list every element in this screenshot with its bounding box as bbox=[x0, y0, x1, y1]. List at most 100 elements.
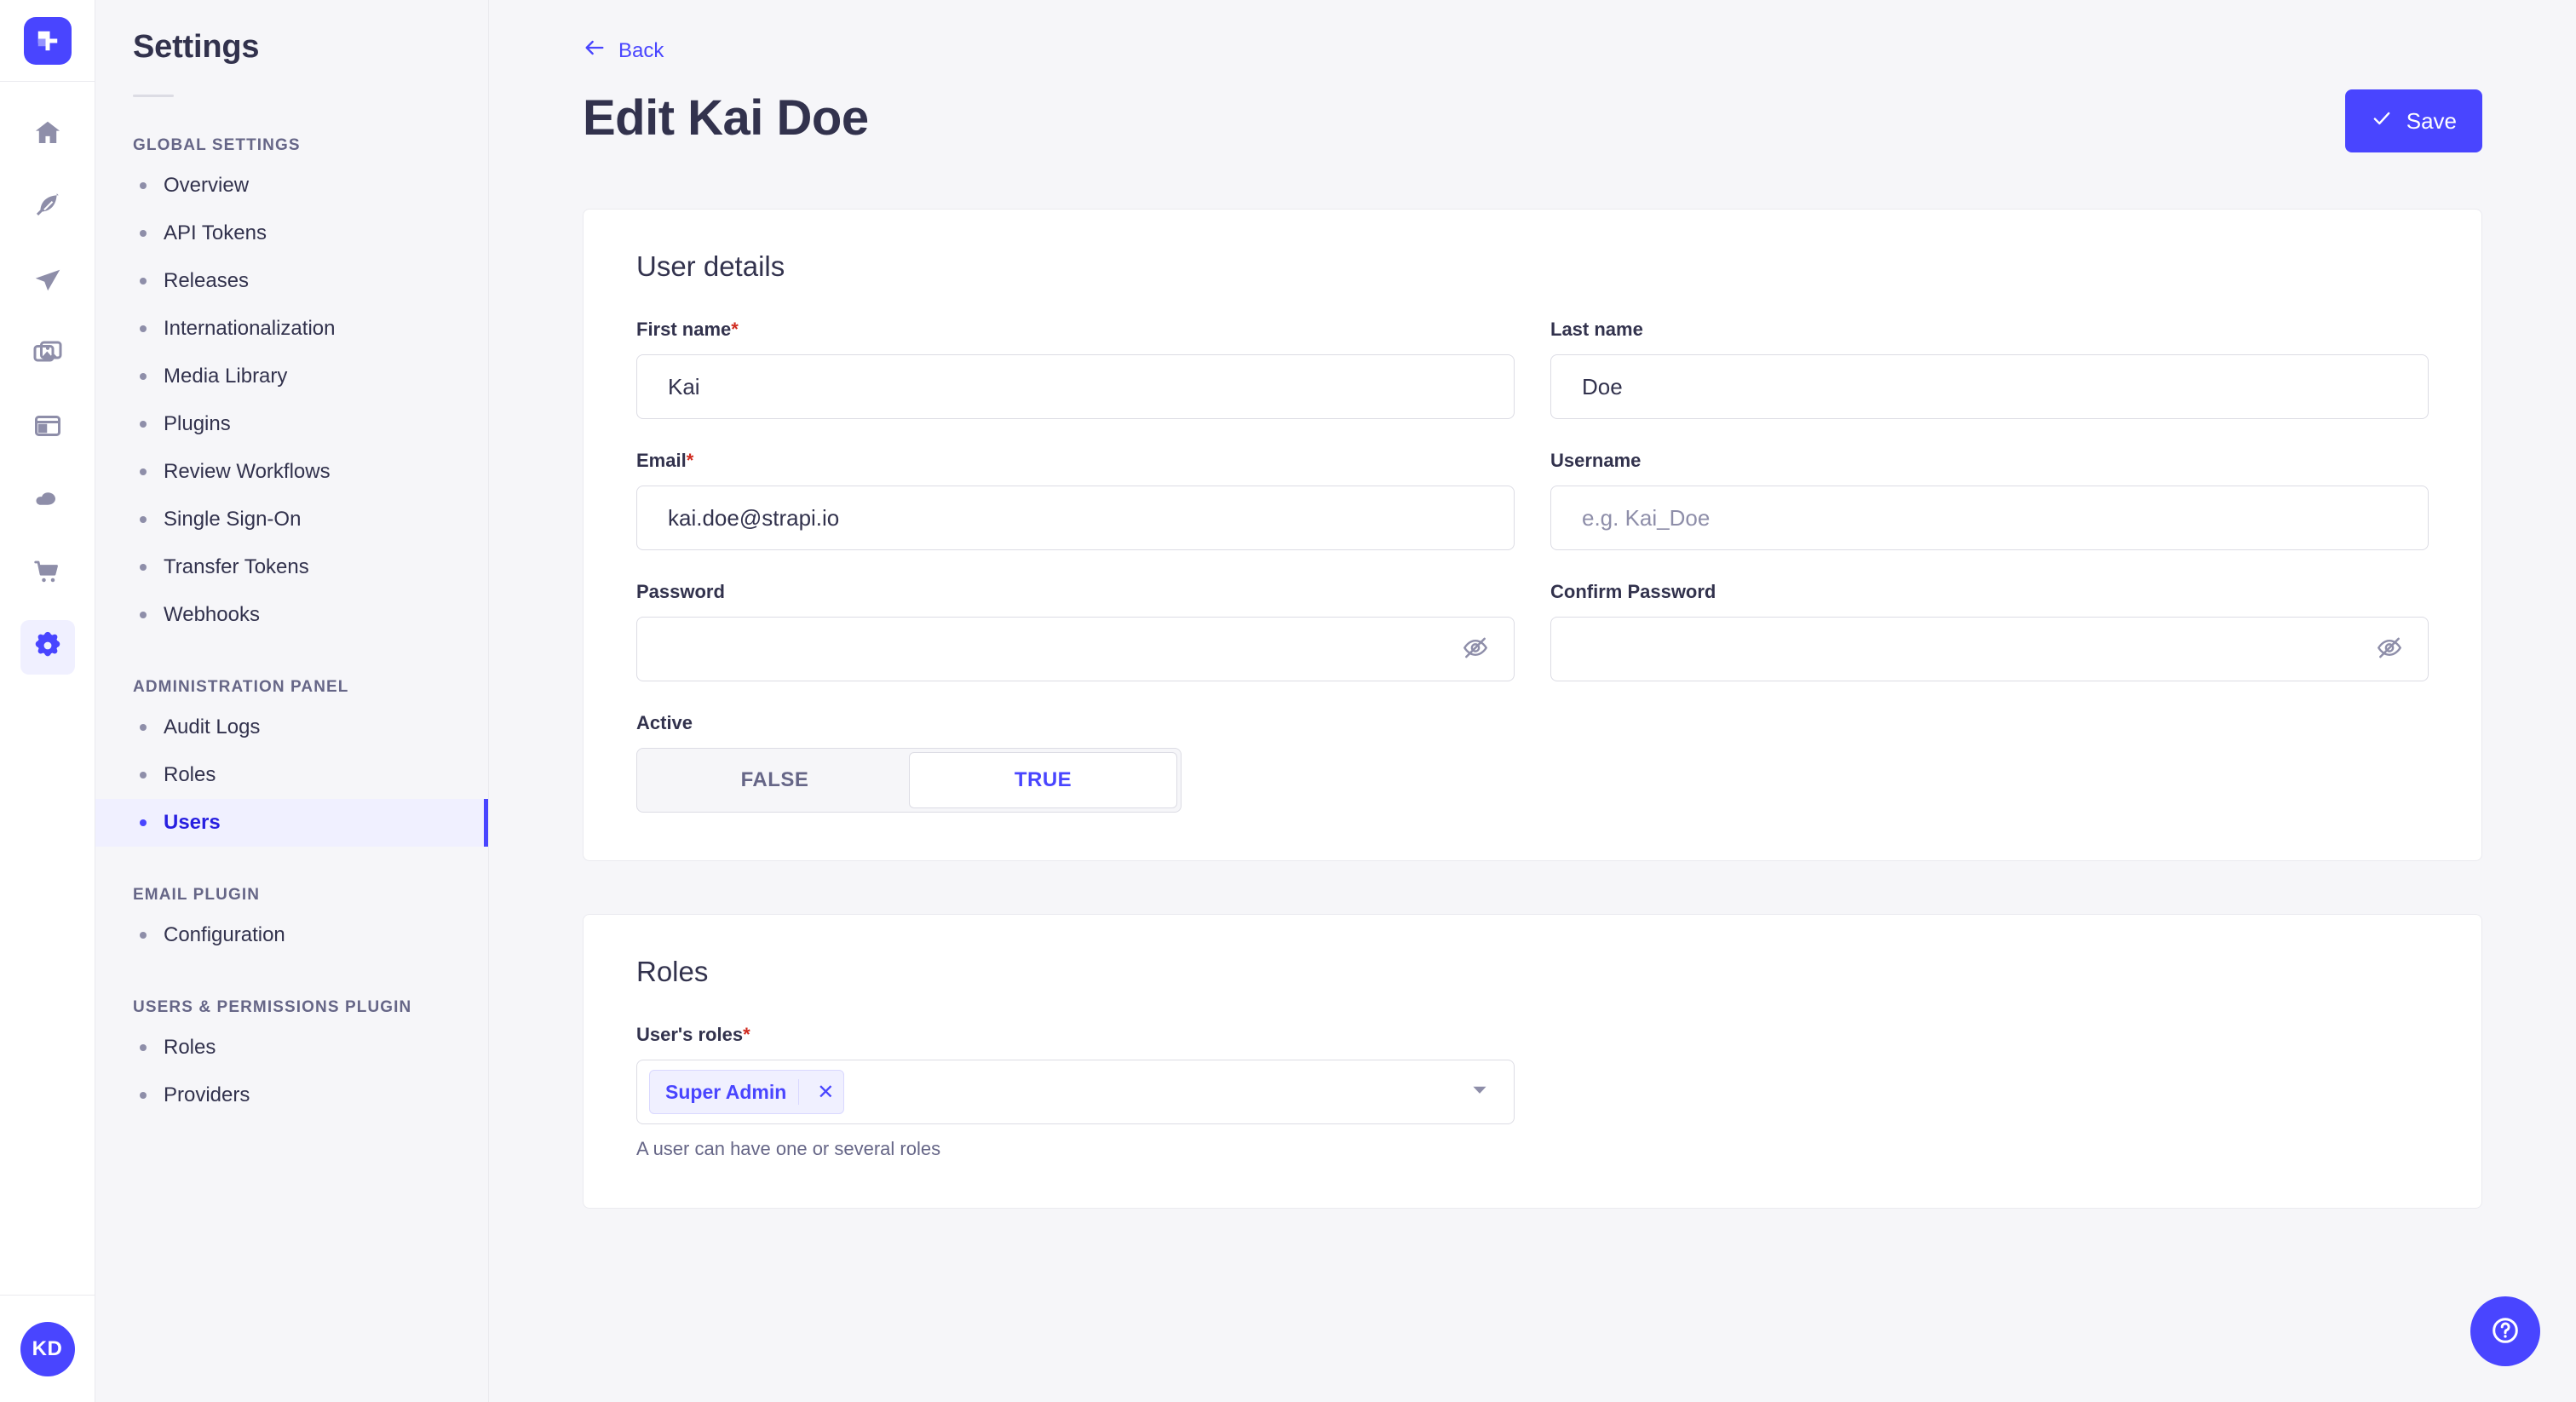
sidebar-item-label: Internationalization bbox=[164, 317, 336, 340]
sidebar-item-roles-admin[interactable]: Roles bbox=[95, 751, 488, 799]
bullet-icon bbox=[140, 1044, 147, 1051]
email-input-wrap bbox=[636, 486, 1515, 550]
first-name-input-wrap bbox=[636, 354, 1515, 419]
sidebar-item-media-library[interactable]: Media Library bbox=[95, 353, 488, 400]
sidebar-item-transfer-tokens[interactable]: Transfer Tokens bbox=[95, 543, 488, 591]
rail-item-content-type-builder[interactable] bbox=[20, 400, 75, 455]
bullet-icon bbox=[140, 230, 147, 237]
nav-list-email-plugin: Configuration bbox=[95, 911, 488, 959]
sidebar-item-overview[interactable]: Overview bbox=[95, 162, 488, 210]
rail-item-marketplace[interactable] bbox=[20, 547, 75, 601]
active-toggle-group: FALSE TRUE bbox=[636, 748, 1182, 813]
bullet-icon bbox=[140, 182, 147, 189]
paper-plane-icon bbox=[32, 264, 63, 299]
sidebar-item-audit-logs[interactable]: Audit Logs bbox=[95, 704, 488, 751]
sidebar-item-label: Media Library bbox=[164, 365, 288, 388]
users-roles-hint: A user can have one or several roles bbox=[636, 1138, 941, 1159]
users-roles-multiselect[interactable]: Super Admin ✕ bbox=[636, 1060, 1515, 1124]
rail-item-media-library[interactable] bbox=[20, 327, 75, 382]
strapi-logo-icon[interactable] bbox=[23, 16, 72, 65]
user-details-grid: First name* Last name Email* bbox=[636, 319, 2429, 681]
sidebar-item-label: Single Sign-On bbox=[164, 508, 302, 531]
close-icon[interactable]: ✕ bbox=[817, 1080, 835, 1104]
rail-footer: KD bbox=[0, 1295, 95, 1402]
sidebar-item-providers[interactable]: Providers bbox=[95, 1072, 488, 1119]
sidebar-item-configuration[interactable]: Configuration bbox=[95, 911, 488, 959]
bullet-icon bbox=[140, 1092, 147, 1099]
sidebar-item-internationalization[interactable]: Internationalization bbox=[95, 305, 488, 353]
sidebar-item-label: Configuration bbox=[164, 923, 285, 946]
active-label: Active bbox=[636, 712, 693, 733]
save-button[interactable]: Save bbox=[2344, 89, 2482, 152]
confirm-password-visibility-toggle-button[interactable] bbox=[2376, 635, 2403, 664]
rail-item-settings[interactable] bbox=[20, 620, 75, 675]
required-asterisk: * bbox=[686, 450, 694, 471]
nav-list-global: Overview API Tokens Releases Internation… bbox=[95, 162, 488, 639]
field-email: Email* bbox=[636, 450, 1515, 550]
arrow-left-icon bbox=[583, 36, 607, 66]
sidebar-item-label: Roles bbox=[164, 1036, 216, 1059]
sidebar-item-webhooks[interactable]: Webhooks bbox=[95, 591, 488, 639]
bullet-icon bbox=[140, 724, 147, 731]
rail-item-content-manager[interactable] bbox=[20, 181, 75, 235]
subnav-title: Settings bbox=[133, 29, 260, 65]
password-input[interactable] bbox=[636, 617, 1515, 681]
last-name-input[interactable] bbox=[1550, 354, 2429, 419]
confirm-password-label: Confirm Password bbox=[1550, 581, 1716, 602]
password-visibility-toggle-button[interactable] bbox=[1462, 635, 1489, 664]
rail-item-list bbox=[20, 107, 75, 675]
eye-off-icon bbox=[2376, 635, 2403, 664]
nav-section-heading-email-plugin: EMAIL PLUGIN bbox=[133, 886, 261, 904]
bullet-icon bbox=[140, 373, 147, 380]
sidebar-item-releases[interactable]: Releases bbox=[95, 257, 488, 305]
nav-section-heading-administration: ADMINISTRATION PANEL bbox=[133, 678, 349, 696]
main-icon-rail: KD bbox=[0, 0, 95, 1402]
title-row: Edit Kai Doe Save bbox=[583, 89, 2482, 152]
required-asterisk: * bbox=[731, 319, 739, 340]
cloud-icon bbox=[32, 484, 63, 519]
username-input-wrap bbox=[1550, 486, 2429, 550]
sidebar-item-api-tokens[interactable]: API Tokens bbox=[95, 210, 488, 257]
confirm-password-input-wrap bbox=[1550, 617, 2429, 681]
field-first-name: First name* bbox=[636, 319, 1515, 419]
username-label: Username bbox=[1550, 450, 1642, 471]
active-toggle-false[interactable]: FALSE bbox=[641, 752, 909, 808]
active-toggle-true[interactable]: TRUE bbox=[909, 752, 1177, 808]
bullet-icon bbox=[140, 325, 147, 332]
user-details-title: User details bbox=[636, 250, 785, 282]
sidebar-item-plugins[interactable]: Plugins bbox=[95, 400, 488, 448]
field-username: Username bbox=[1550, 450, 2429, 550]
field-active: Active FALSE TRUE bbox=[636, 712, 2429, 813]
email-input[interactable] bbox=[636, 486, 1515, 550]
sidebar-item-review-workflows[interactable]: Review Workflows bbox=[95, 448, 488, 496]
confirm-password-input[interactable] bbox=[1550, 617, 2429, 681]
question-mark-icon bbox=[2489, 1314, 2521, 1349]
password-label: Password bbox=[636, 581, 725, 602]
home-icon bbox=[32, 118, 63, 152]
avatar[interactable]: KD bbox=[20, 1321, 75, 1376]
rail-item-cloud[interactable] bbox=[20, 474, 75, 528]
sidebar-item-label: Roles bbox=[164, 763, 216, 786]
bullet-icon bbox=[140, 421, 147, 428]
save-button-label: Save bbox=[2406, 107, 2457, 134]
role-tag: Super Admin ✕ bbox=[649, 1070, 845, 1114]
eye-off-icon bbox=[1462, 635, 1489, 664]
help-button[interactable] bbox=[2470, 1296, 2540, 1366]
bullet-icon bbox=[140, 819, 147, 826]
back-button[interactable]: Back bbox=[583, 36, 664, 66]
sidebar-item-roles-users-permissions[interactable]: Roles bbox=[95, 1024, 488, 1072]
sidebar-item-label: Review Workflows bbox=[164, 460, 331, 483]
nav-list-users-permissions: Roles Providers bbox=[95, 1024, 488, 1119]
sidebar-item-single-sign-on[interactable]: Single Sign-On bbox=[95, 496, 488, 543]
username-input[interactable] bbox=[1550, 486, 2429, 550]
first-name-input[interactable] bbox=[636, 354, 1515, 419]
rail-item-home[interactable] bbox=[20, 107, 75, 162]
last-name-label: Last name bbox=[1550, 319, 1643, 340]
main-content: Back Edit Kai Doe Save User details Firs… bbox=[489, 0, 2576, 1402]
sidebar-item-users[interactable]: Users bbox=[95, 799, 488, 847]
sidebar-item-label: Users bbox=[164, 811, 221, 834]
rail-item-paper-plane[interactable] bbox=[20, 254, 75, 308]
tag-separator bbox=[798, 1079, 800, 1105]
roles-card: Roles User's roles* Super Admin ✕ A user… bbox=[583, 914, 2482, 1209]
sidebar-item-label: Overview bbox=[164, 174, 250, 197]
